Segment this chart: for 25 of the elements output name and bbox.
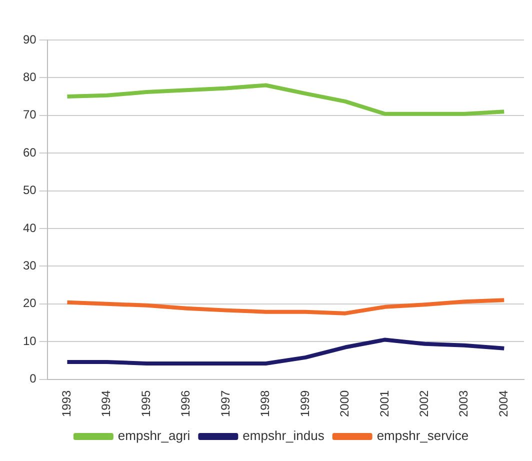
x-tick-label: 2004 xyxy=(496,390,510,418)
x-tick-label: 1995 xyxy=(138,390,153,418)
x-tick-label: 1994 xyxy=(99,390,114,418)
x-tick-label: 1999 xyxy=(298,390,312,418)
y-tick-label: 10 xyxy=(22,334,37,348)
x-tick-label: 1998 xyxy=(258,390,272,418)
y-tick-label: 70 xyxy=(22,108,37,122)
y-tick-label: 50 xyxy=(22,183,37,198)
y-tick-label: 80 xyxy=(22,70,37,84)
x-tick-label: 2002 xyxy=(417,390,432,418)
y-tick-label: 40 xyxy=(22,220,37,235)
y-tick-label: 20 xyxy=(22,296,37,310)
x-tick-label: 2003 xyxy=(456,390,471,418)
x-tick-label: 1997 xyxy=(218,390,232,418)
y-tick-label: 30 xyxy=(22,258,37,273)
x-tick-label: 1993 xyxy=(60,390,74,418)
x-tick-label: 2000 xyxy=(338,390,352,418)
x-tick-label: 1996 xyxy=(178,390,193,418)
x-tick-label: 2001 xyxy=(377,390,392,418)
legend-label: empshr_indus xyxy=(242,428,325,444)
y-tick-label: 60 xyxy=(22,145,37,160)
legend-label: empshr_agri xyxy=(118,428,190,444)
legend-label: empshr_service xyxy=(376,428,469,444)
y-tick-label: 90 xyxy=(22,32,37,46)
y-tick-label: 0 xyxy=(30,372,37,386)
